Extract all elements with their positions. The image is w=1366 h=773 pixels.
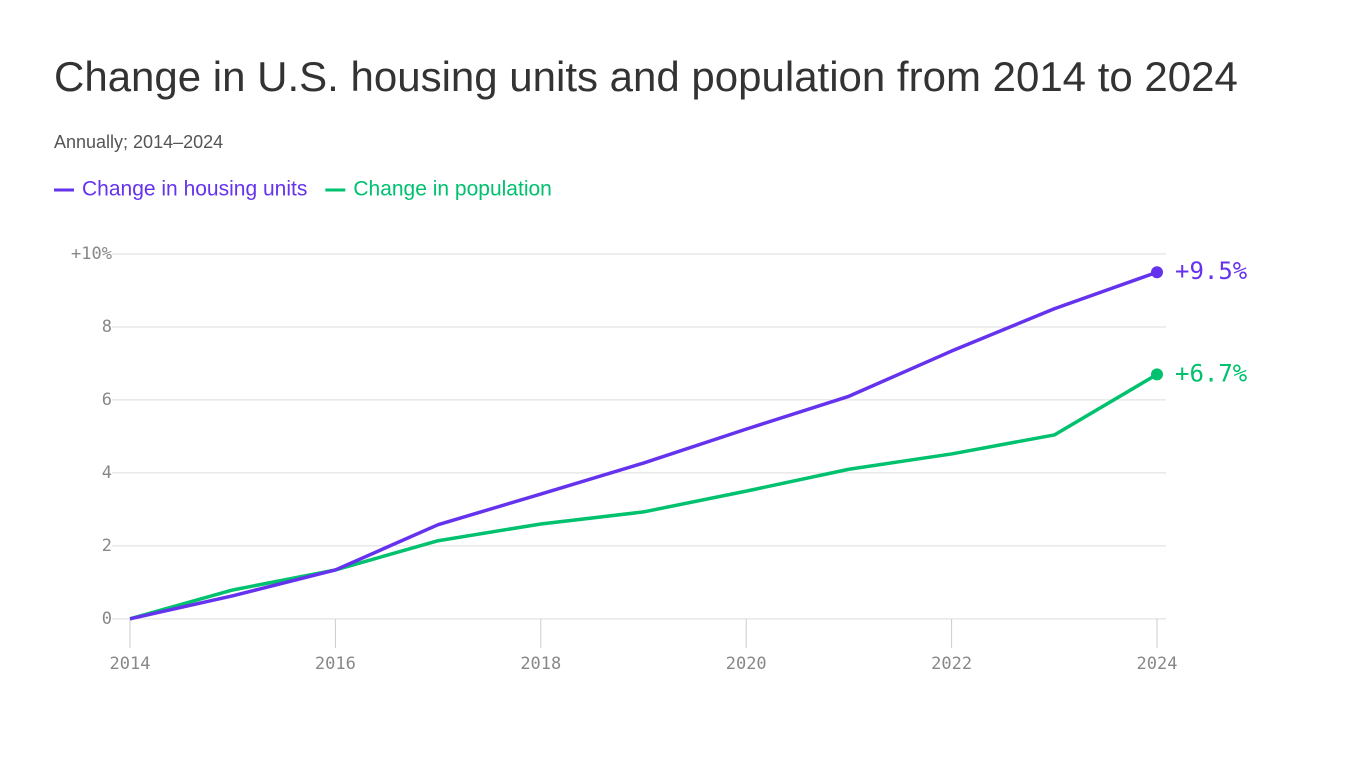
legend: Change in housing units Change in populat…	[54, 178, 552, 201]
x-tick-label: 2020	[726, 654, 767, 674]
x-tick-label: 2016	[315, 654, 356, 674]
x-tick-label: 2018	[520, 654, 561, 674]
y-tick-label: 6	[102, 390, 112, 410]
y-tick-label: +10%	[71, 244, 112, 264]
series-line	[129, 372, 1158, 621]
legend-label: Change in housing units	[82, 178, 307, 201]
chart-title: Change in U.S. housing units and populat…	[54, 53, 1238, 100]
y-tick-label: 2	[102, 536, 112, 556]
y-tick-label: 4	[102, 463, 112, 483]
x-tick-label: 2014	[110, 654, 151, 674]
end-point	[1151, 368, 1163, 381]
x-tick-label: 2022	[931, 654, 972, 674]
chart-subtitle: Annually; 2014–2024	[54, 132, 223, 152]
value-label: +9.5%	[1175, 257, 1248, 285]
y-tick-label: 0	[102, 609, 112, 629]
y-tick-label: 8	[102, 317, 112, 337]
end-point	[1151, 266, 1163, 279]
x-tick-label: 2024	[1137, 654, 1178, 674]
value-label: +6.7%	[1175, 359, 1248, 387]
series-line	[129, 270, 1158, 621]
legend-label: Change in population	[353, 178, 552, 201]
